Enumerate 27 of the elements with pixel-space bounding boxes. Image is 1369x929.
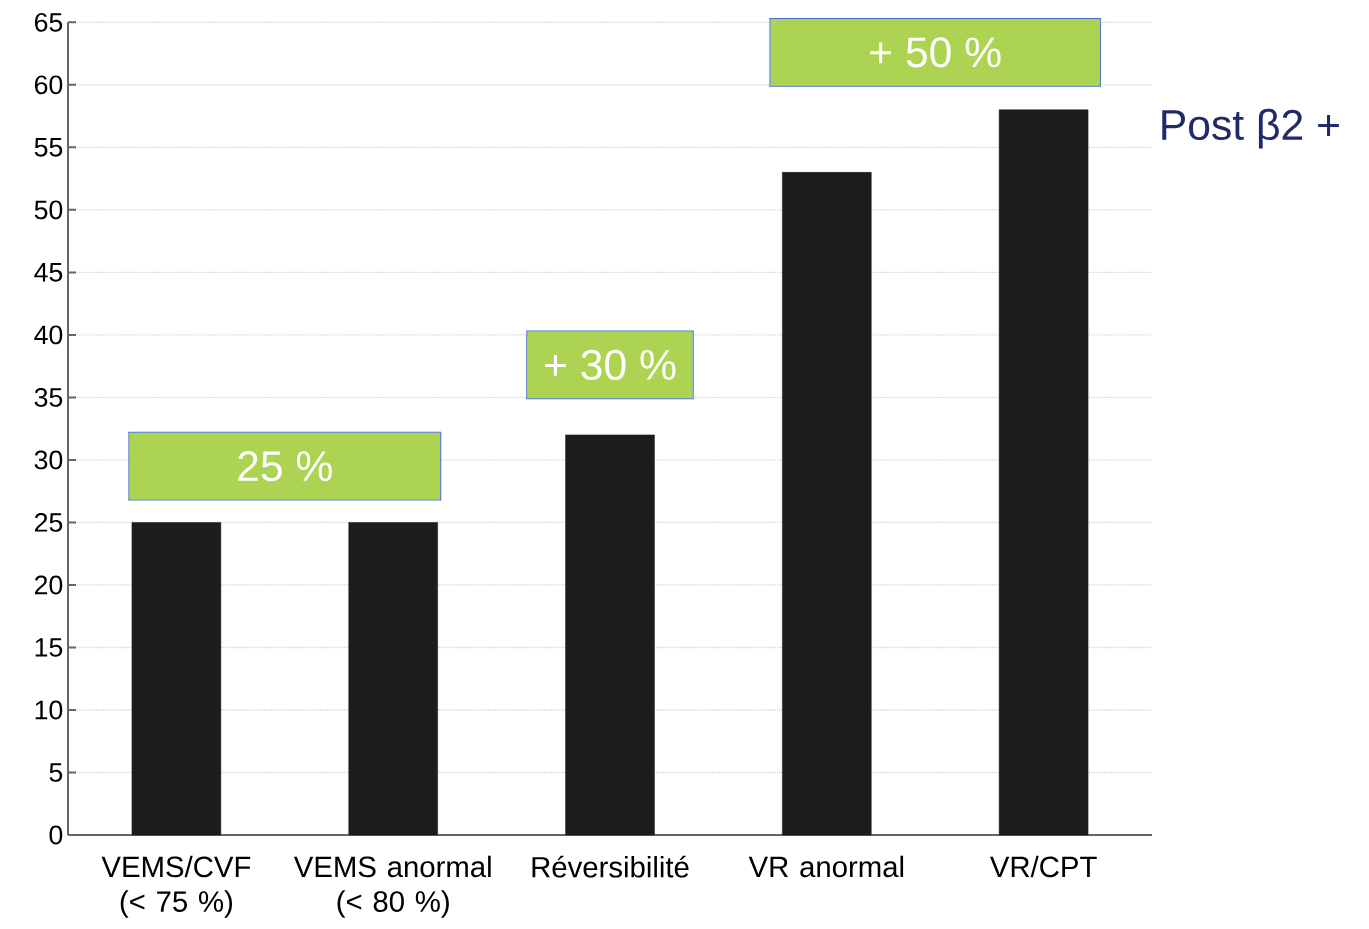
y-tick-label: 30: [34, 450, 63, 470]
annotation: 25 %: [238, 451, 332, 482]
y-tick-label: 55: [34, 138, 63, 157]
x-tick-label: VR anormal: [748, 855, 904, 878]
y-tick-label: 65: [34, 12, 63, 32]
text: Post β2 +: [1162, 108, 1339, 149]
y-tick-label: 5: [49, 763, 63, 782]
y-tick-label: 10: [35, 700, 63, 720]
annotation: + 50 %: [870, 37, 1001, 68]
y-tick-label: 35: [34, 387, 63, 407]
bar: [348, 522, 438, 836]
bar: [131, 522, 222, 836]
y-tick-label: 50: [34, 200, 63, 220]
y-tick-label: 60: [34, 75, 63, 95]
y-tick-label: 15: [35, 638, 63, 657]
x-tick-label: VEMS anormal (< 80 %): [293, 855, 491, 918]
y-tick-label: 25: [34, 513, 63, 532]
x-tick-label: VR/CPT: [989, 855, 1097, 878]
bar: [998, 109, 1089, 836]
y-tick-label: 20: [34, 575, 63, 595]
y-tick-label: 0: [49, 825, 63, 845]
x-tick-label: VEMS/CVF (< 75 %): [101, 855, 251, 918]
bar: [782, 172, 872, 836]
y-tick-label: 40: [34, 325, 63, 345]
bar: [565, 434, 655, 836]
x-tick-label: Réversibilité: [532, 855, 689, 878]
y-tick-label: 45: [34, 263, 63, 282]
